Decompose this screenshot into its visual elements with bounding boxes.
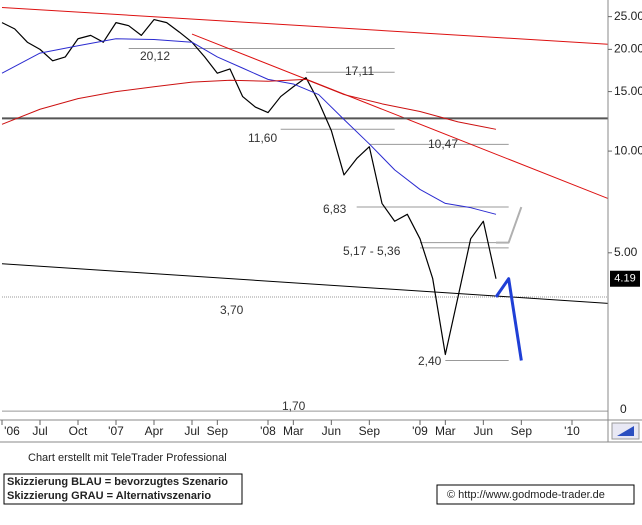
trendline bbox=[191, 33, 608, 200]
y-tick-label: 5.00 bbox=[614, 245, 638, 259]
price-tag: 4.19 bbox=[614, 273, 635, 285]
x-tick-label: '09 bbox=[412, 424, 428, 438]
y-tick-label: 15.00 bbox=[614, 84, 642, 98]
level-label: 5,17 - 5,36 bbox=[343, 244, 401, 258]
x-tick-label: Jul bbox=[32, 424, 47, 438]
x-tick-label: '07 bbox=[108, 424, 124, 438]
level-label: 1,70 bbox=[282, 399, 306, 413]
source-box bbox=[436, 484, 635, 505]
y-tick-label: 20.00 bbox=[614, 42, 642, 56]
level-label: 20,12 bbox=[140, 49, 170, 63]
price-tag-box bbox=[610, 270, 640, 287]
x-tick-label: Sep bbox=[511, 424, 533, 438]
trendline bbox=[1, 7, 608, 45]
level-label: 11,60 bbox=[248, 131, 277, 145]
level-label: 6,83 bbox=[323, 202, 347, 216]
corner-icon-arrow bbox=[617, 426, 634, 436]
series-line bbox=[496, 206, 523, 244]
x-tick-label: '06 bbox=[4, 424, 20, 438]
series-line bbox=[494, 277, 523, 361]
x-tick-label: Mar bbox=[283, 424, 304, 438]
legend-text: Skizzierung BLAU = bevorzugtes Szenario bbox=[7, 476, 228, 488]
level-label: 3,70 bbox=[220, 303, 244, 317]
series-line bbox=[1, 78, 497, 130]
level-label: 2,40 bbox=[418, 354, 442, 368]
x-tick-label: Jul bbox=[184, 424, 199, 438]
trendline bbox=[1, 263, 608, 304]
axis-note: 0 bbox=[620, 402, 627, 416]
x-tick-label: Sep bbox=[359, 424, 381, 438]
x-tick-label: '10 bbox=[564, 424, 580, 438]
legend-text: Skizzierung GRAU = Alternativszenario bbox=[7, 490, 211, 502]
series-line bbox=[1, 18, 497, 356]
x-tick-label: Jun bbox=[322, 424, 341, 438]
credit: Chart erstellt mit TeleTrader Profession… bbox=[28, 452, 227, 464]
series-line bbox=[1, 38, 497, 215]
y-tick-label: 10.00 bbox=[614, 143, 642, 157]
x-tick-label: Oct bbox=[69, 424, 88, 438]
source: © http://www.godmode-trader.de bbox=[447, 489, 605, 501]
x-tick-label: Jun bbox=[474, 424, 493, 438]
x-tick-label: Sep bbox=[207, 424, 229, 438]
y-tick-label: 25.00 bbox=[614, 9, 642, 23]
x-tick-label: '08 bbox=[260, 424, 276, 438]
level-label: 17,11 bbox=[345, 64, 374, 78]
plot-area: 20,12 17,11 11,60 10,47 6,83 5,17 - 5,36 3,70 2… bbox=[1, 7, 608, 413]
level-label: 10,47 bbox=[428, 137, 458, 151]
x-tick-label: Apr bbox=[145, 424, 164, 438]
legend-box bbox=[3, 473, 243, 505]
x-tick-label: Mar bbox=[435, 424, 456, 438]
